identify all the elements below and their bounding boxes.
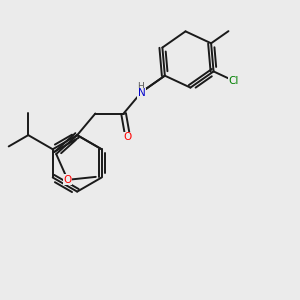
Text: O: O (124, 132, 132, 142)
Text: H: H (137, 82, 144, 91)
Text: Cl: Cl (229, 76, 239, 86)
Text: O: O (64, 175, 72, 185)
Text: N: N (138, 88, 146, 98)
